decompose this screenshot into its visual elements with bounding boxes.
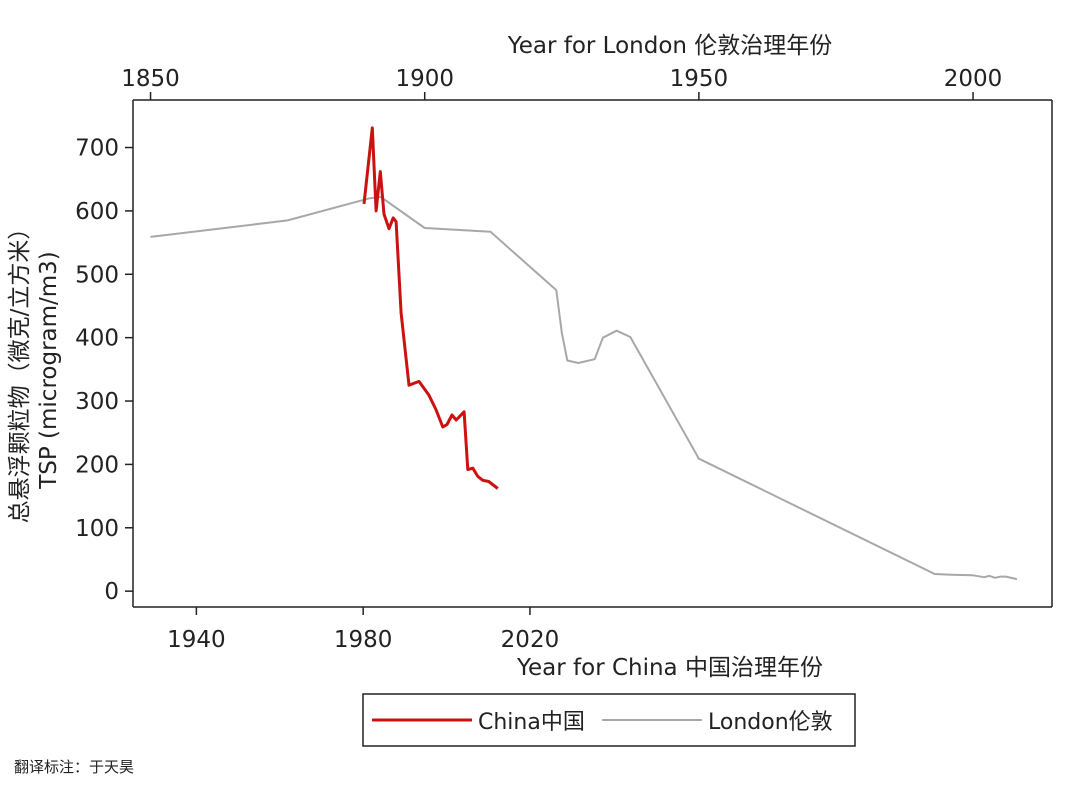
legend-label-london: London伦敦	[708, 710, 833, 735]
y-axis-title-en: TSP (microgram/m3)	[36, 251, 62, 490]
bottom-x-axis-title: Year for China 中国治理年份	[516, 655, 823, 681]
top-x-tick-label: 1900	[395, 66, 454, 92]
bottom-x-tick-label: 1940	[167, 627, 226, 653]
bottom-x-tick-label: 1980	[334, 627, 393, 653]
y-axis-title-zh: 总悬浮颗粒物（微克/立方米）	[7, 217, 33, 524]
y-tick-label: 700	[75, 136, 119, 162]
series-line-china	[362, 126, 499, 490]
y-tick-label: 600	[75, 199, 119, 225]
top-x-tick-label: 1950	[670, 66, 729, 92]
y-tick-label: 0	[104, 579, 119, 605]
y-tick-label: 400	[75, 326, 119, 352]
y-tick-label: 500	[75, 262, 119, 288]
top-x-tick-label: 2000	[944, 66, 1003, 92]
series-line-london	[150, 196, 1018, 581]
y-tick-label: 300	[75, 389, 119, 415]
y-tick-label: 200	[75, 452, 119, 478]
y-tick-label: 100	[75, 516, 119, 542]
bottom-x-tick-label: 2020	[501, 627, 560, 653]
top-x-tick-label: 1850	[121, 66, 180, 92]
legend-label-china: China中国	[478, 710, 585, 735]
top-x-axis-title: Year for London 伦敦治理年份	[507, 33, 833, 59]
translation-note: 翻译标注：于天昊	[14, 758, 135, 776]
